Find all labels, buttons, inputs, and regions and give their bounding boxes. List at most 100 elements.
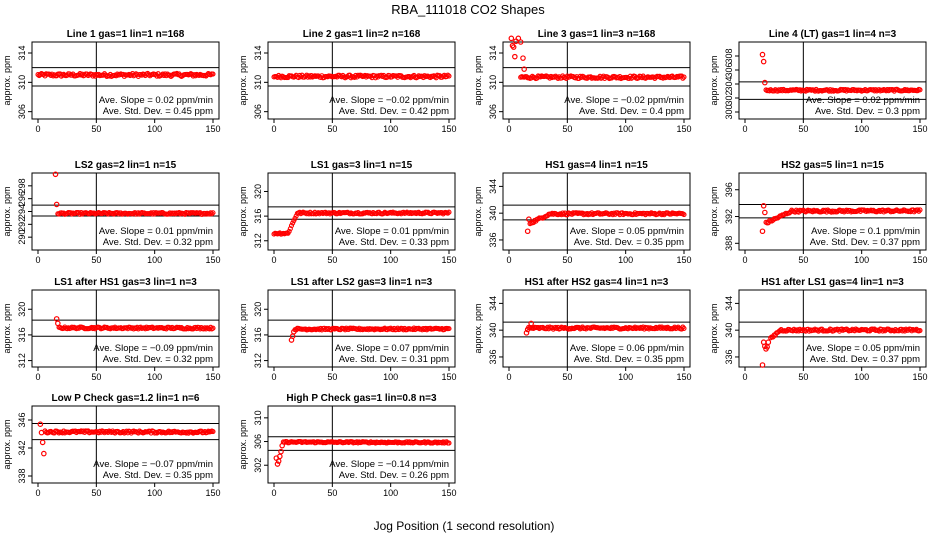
stats-label: Ave. Std. Dev. = 0.32 ppm <box>103 237 213 248</box>
data-point <box>274 461 281 467</box>
panel: Low P Check gas=1.2 lin=1 n=6 0 50 100 150 33… <box>2 393 221 498</box>
panel: LS1 gas=3 lin=1 n=15 0 50 100 150 312 316 320 ap… <box>238 160 457 265</box>
panel-title: Line 4 (LT) gas=1 lin=4 n=3 <box>769 29 897 40</box>
y-tick-label: 396 <box>724 182 734 197</box>
y-tick-label: 314 <box>17 45 27 60</box>
stats-label: Ave. Std. Dev. = 0.31 ppm <box>339 354 449 365</box>
y-tick-label: 338 <box>17 468 27 483</box>
x-tick-label: 50 <box>562 372 572 382</box>
x-tick-label: 150 <box>441 488 456 498</box>
x-tick-label: 0 <box>742 255 747 265</box>
x-tick-label: 150 <box>205 488 220 498</box>
stats-label: Ave. Slope = −0.14 ppm/min <box>329 459 449 470</box>
data-point <box>759 51 766 58</box>
x-tick-label: 50 <box>91 488 101 498</box>
panel: LS1 after HS1 gas=3 lin=1 n=3 0 50 100 150 31… <box>2 277 221 382</box>
y-axis-label: approx. ppm <box>2 186 12 236</box>
data-points <box>273 439 452 467</box>
data-point <box>446 73 452 79</box>
x-tick-label: 0 <box>506 124 511 134</box>
data-point <box>681 212 687 218</box>
y-tick-label: 298 <box>17 178 27 193</box>
x-tick-label: 50 <box>562 255 572 265</box>
x-tick-label: 50 <box>327 255 337 265</box>
stats-label: Ave. Std. Dev. = 0.42 ppm <box>339 106 449 117</box>
plot-frame <box>738 172 927 251</box>
panel-title: LS1 gas=3 lin=1 n=15 <box>311 160 413 171</box>
data-point <box>917 207 923 213</box>
panel-title: LS1 after LS2 gas=3 lin=1 n=3 <box>291 277 433 288</box>
x-tick-label: 100 <box>147 488 162 498</box>
y-tick-label: 320 <box>253 184 263 199</box>
panel-title: LS1 after HS1 gas=3 lin=1 n=3 <box>54 277 197 288</box>
data-point <box>765 339 772 346</box>
stats-label: Ave. Std. Dev. = 0.45 ppm <box>103 106 213 117</box>
data-points <box>53 316 216 332</box>
stats-label: Ave. Slope = 0.07 ppm/min <box>335 343 449 354</box>
stats-label: Ave. Slope = 0.05 ppm/min <box>806 343 920 354</box>
x-tick-label: 0 <box>35 372 40 382</box>
data-point <box>760 203 767 209</box>
y-tick-label: 296 <box>17 191 27 206</box>
stats-label: Ave. Slope = −0.09 ppm/min <box>93 343 213 354</box>
y-tick-label: 316 <box>253 327 263 342</box>
y-tick-label: 340 <box>488 206 498 221</box>
panel: Line 2 gas=1 lin=2 n=168 0 50 100 150 306 310 3… <box>238 29 457 134</box>
data-point <box>508 35 515 42</box>
y-tick-label: 320 <box>17 302 27 317</box>
data-points <box>759 203 923 235</box>
y-tick-label: 340 <box>488 323 498 338</box>
data-point <box>286 228 292 234</box>
y-tick-label: 294 <box>17 204 27 219</box>
plot-frame <box>267 41 456 120</box>
panel: High P Check gas=1 lin=0.8 n=3 0 50 100 150 3… <box>238 393 457 498</box>
data-point <box>917 87 923 93</box>
data-points <box>759 51 923 94</box>
data-point <box>446 326 452 332</box>
x-tick-label: 150 <box>676 124 691 134</box>
stats-label: Ave. Slope = −0.02 ppm/min <box>564 95 684 106</box>
plot-frame <box>502 289 691 368</box>
y-tick-label: 312 <box>17 353 27 368</box>
y-axis-label: approx. ppm <box>709 303 719 353</box>
x-tick-label: 0 <box>35 488 40 498</box>
stats-label: Ave. Std. Dev. = 0.3 ppm <box>815 106 920 117</box>
data-point <box>526 216 532 223</box>
y-axis-label: approx. ppm <box>473 303 483 353</box>
x-tick-label: 0 <box>35 124 40 134</box>
stats-label: Ave. Std. Dev. = 0.37 ppm <box>810 354 920 365</box>
y-axis-label: approx. ppm <box>2 419 12 469</box>
data-point <box>681 325 687 331</box>
panel-title: HS1 after LS1 gas=4 lin=1 n=3 <box>761 277 904 288</box>
stats-label: Ave. Slope = 0.01 ppm/min <box>335 226 449 237</box>
plot-frame <box>502 172 691 251</box>
y-axis-label: approx. ppm <box>473 186 483 236</box>
x-tick-label: 0 <box>506 372 511 382</box>
data-point <box>209 211 215 217</box>
x-tick-label: 0 <box>742 124 747 134</box>
x-tick-label: 50 <box>327 372 337 382</box>
x-tick-label: 100 <box>383 124 398 134</box>
y-tick-label: 300 <box>724 104 734 119</box>
data-point <box>446 209 452 215</box>
y-tick-label: 306 <box>724 62 734 77</box>
stats-label: Ave. Std. Dev. = 0.35 ppm <box>103 470 213 481</box>
panel: HS1 after LS1 gas=4 lin=1 n=3 0 50 100 150 33… <box>709 277 928 382</box>
data-point <box>524 228 531 235</box>
x-tick-label: 50 <box>91 255 101 265</box>
y-axis-label: approx. ppm <box>238 419 248 469</box>
data-point <box>210 325 216 331</box>
y-tick-label: 302 <box>253 458 263 473</box>
data-points <box>37 421 216 457</box>
y-axis-label: approx. ppm <box>709 186 719 236</box>
y-tick-label: 312 <box>253 353 263 368</box>
y-tick-label: 388 <box>724 236 734 251</box>
plot-frame <box>738 41 927 120</box>
x-tick-label: 150 <box>912 255 927 265</box>
x-tick-label: 0 <box>742 372 747 382</box>
data-points <box>524 210 687 235</box>
y-tick-label: 306 <box>253 434 263 449</box>
panel: HS1 after HS2 gas=4 lin=1 n=3 0 50 100 150 33… <box>473 277 692 382</box>
y-tick-label: 310 <box>17 75 27 90</box>
x-tick-label: 100 <box>854 124 869 134</box>
